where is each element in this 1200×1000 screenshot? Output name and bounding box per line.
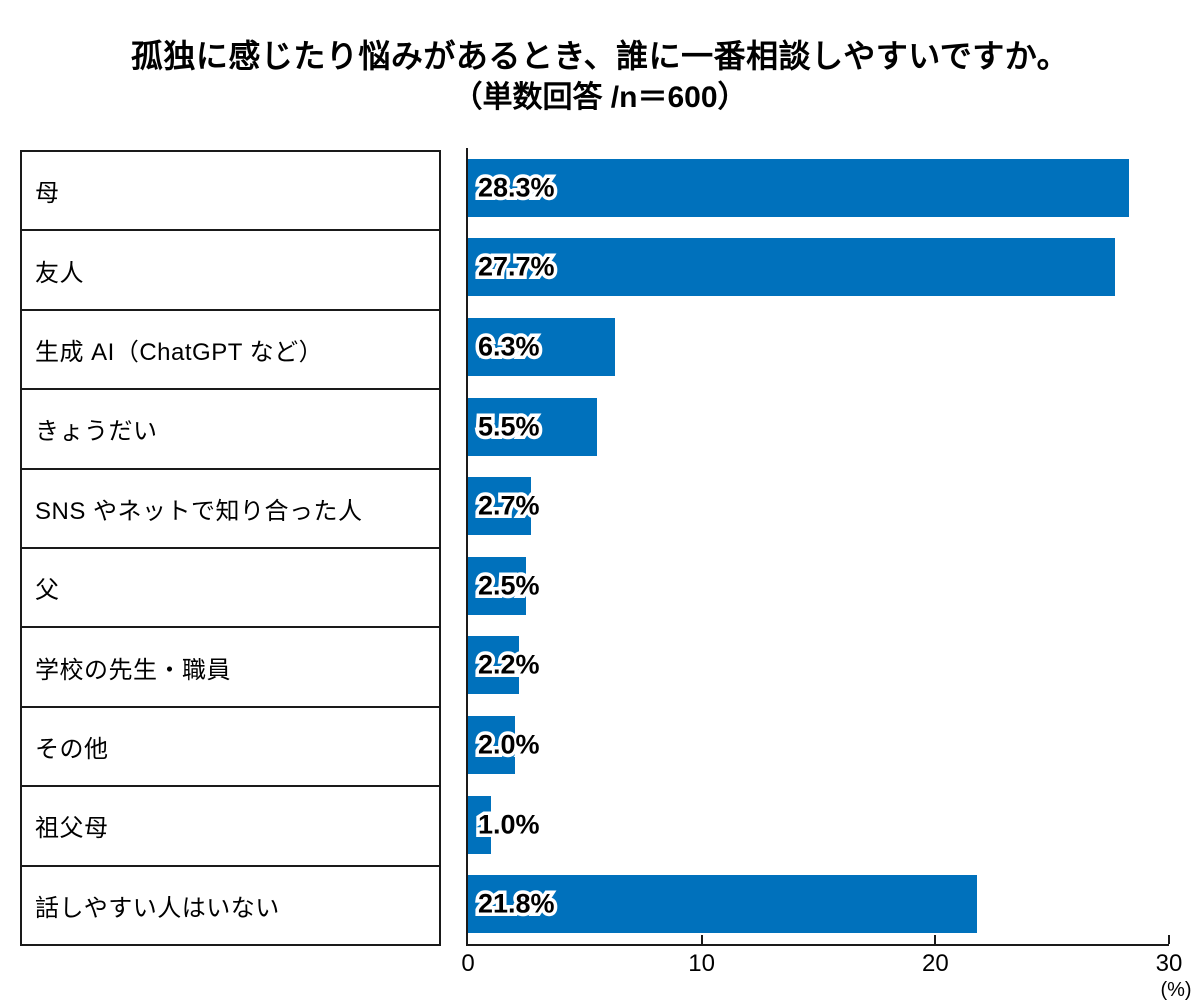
chart-title: 孤独に感じたり悩みがあるとき、誰に一番相談しやすいですか。 （単数回答 /n＝6…: [0, 34, 1200, 118]
bar-row: 6.3% 6.3%: [468, 307, 1169, 387]
x-axis-tick: [700, 935, 703, 944]
bar-value-label: 6.3% 6.3%: [475, 329, 543, 363]
category-row: 友人: [22, 231, 439, 311]
bar-value-label: 2.5% 2.5%: [475, 568, 543, 602]
x-axis-tick-label: 20: [921, 950, 949, 977]
x-axis-tick: [934, 935, 937, 944]
bar-value-text: 6.3%: [478, 331, 540, 362]
bar-row: 2.5% 2.5%: [468, 546, 1169, 626]
category-row: 父: [22, 549, 439, 629]
bar-value-text: 2.7%: [478, 490, 540, 521]
category-label: その他: [35, 736, 109, 764]
category-row: 祖父母: [22, 787, 439, 867]
bar-value-outline: 28.3%: [475, 170, 559, 204]
category-label: きょうだい: [35, 418, 158, 446]
x-axis-unit-label: (%): [1160, 979, 1192, 1000]
category-label: 祖父母: [35, 815, 109, 843]
bar-value-outline: 5.5%: [475, 409, 543, 443]
bar-value-label: 21.8% 21.8%: [475, 887, 559, 921]
bar-row: 5.5% 5.5%: [468, 387, 1169, 467]
category-row: 母: [22, 152, 439, 232]
bar-row: 21.8% 21.8%: [468, 864, 1169, 944]
plot-area: 28.3% 28.3% 27.7% 27.7% 6.3% 6.3% 5.5% 5.5% …: [461, 148, 1192, 1000]
category-row: その他: [22, 708, 439, 788]
bar: [468, 477, 532, 536]
bar: [468, 636, 520, 695]
category-label: 友人: [35, 259, 84, 287]
bar-row: 2.2% 2.2%: [468, 626, 1169, 706]
bar-value-label: 2.0% 2.0%: [475, 727, 543, 761]
bar-value-label: 5.5% 5.5%: [475, 409, 543, 443]
category-label: 学校の先生・職員: [35, 656, 231, 684]
category-row: SNS やネットで知り合った人: [22, 470, 439, 550]
bar-row: 27.7% 27.7%: [468, 228, 1169, 308]
bar-value-text: 2.2%: [478, 649, 540, 680]
category-label: 母: [35, 180, 60, 208]
bar: [468, 795, 492, 854]
bar-value-text: 5.5%: [478, 411, 540, 442]
bar-value-text: 2.0%: [478, 729, 540, 760]
x-axis-tick-label: 10: [688, 950, 716, 977]
bar-value-text: 21.8%: [478, 888, 555, 919]
bar-value-label: 28.3% 28.3%: [475, 170, 559, 204]
bar: [468, 397, 597, 456]
bar: [468, 875, 978, 934]
bar-row: 2.7% 2.7%: [468, 466, 1169, 546]
bar-value-outline: 2.0%: [475, 727, 543, 761]
bar-value-label: 2.7% 2.7%: [475, 489, 543, 523]
category-row: 生成 AI（ChatGPT など）: [22, 311, 439, 391]
category-label: SNS やネットで知り合った人: [35, 497, 363, 525]
bar: [468, 158, 1130, 217]
bar-value-outline: 6.3%: [475, 329, 543, 363]
bar: [468, 556, 527, 615]
chart-title-subtitle: （単数回答 /n＝600）: [452, 81, 748, 114]
bar-value-label: 2.2% 2.2%: [475, 648, 543, 682]
bar: [468, 715, 515, 774]
bar-value-outline: 1.0%: [475, 807, 543, 841]
x-axis-tick-label: 30: [1155, 950, 1183, 977]
bar-row: 1.0% 1.0%: [468, 785, 1169, 865]
bar-value-outline: 2.2%: [475, 648, 543, 682]
category-table: 母 友人 生成 AI（ChatGPT など） きょうだい SNS やネットで知り…: [20, 150, 441, 946]
category-row: 学校の先生・職員: [22, 628, 439, 708]
bar-value-label: 27.7% 27.7%: [475, 250, 559, 284]
bar-value-outline: 2.5%: [475, 568, 543, 602]
category-label: 生成 AI（ChatGPT など）: [35, 339, 324, 367]
category-row: きょうだい: [22, 390, 439, 470]
bar-row: 28.3% 28.3%: [468, 148, 1169, 228]
bar-value-outline: 21.8%: [475, 887, 559, 921]
category-row: 話しやすい人はいない: [22, 867, 439, 944]
bar-value-text: 27.7%: [478, 251, 555, 282]
bar: [468, 238, 1116, 297]
bar-value-text: 28.3%: [478, 172, 555, 203]
bar-value-label: 1.0% 1.0%: [475, 807, 543, 841]
x-axis-tick-label: 0: [461, 950, 475, 977]
category-label: 父: [35, 577, 60, 605]
bar-value-outline: 2.7%: [475, 489, 543, 523]
bar-value-text: 2.5%: [478, 570, 540, 601]
bar-value-text: 1.0%: [478, 809, 540, 840]
chart-title-line1: 孤独に感じたり悩みがあるとき、誰に一番相談しやすいですか。: [130, 38, 1070, 74]
bar-row: 2.0% 2.0%: [468, 705, 1169, 785]
bar-value-outline: 27.7%: [475, 250, 559, 284]
category-label: 話しやすい人はいない: [35, 894, 280, 922]
bar: [468, 317, 616, 376]
x-axis-tick: [1168, 935, 1170, 944]
